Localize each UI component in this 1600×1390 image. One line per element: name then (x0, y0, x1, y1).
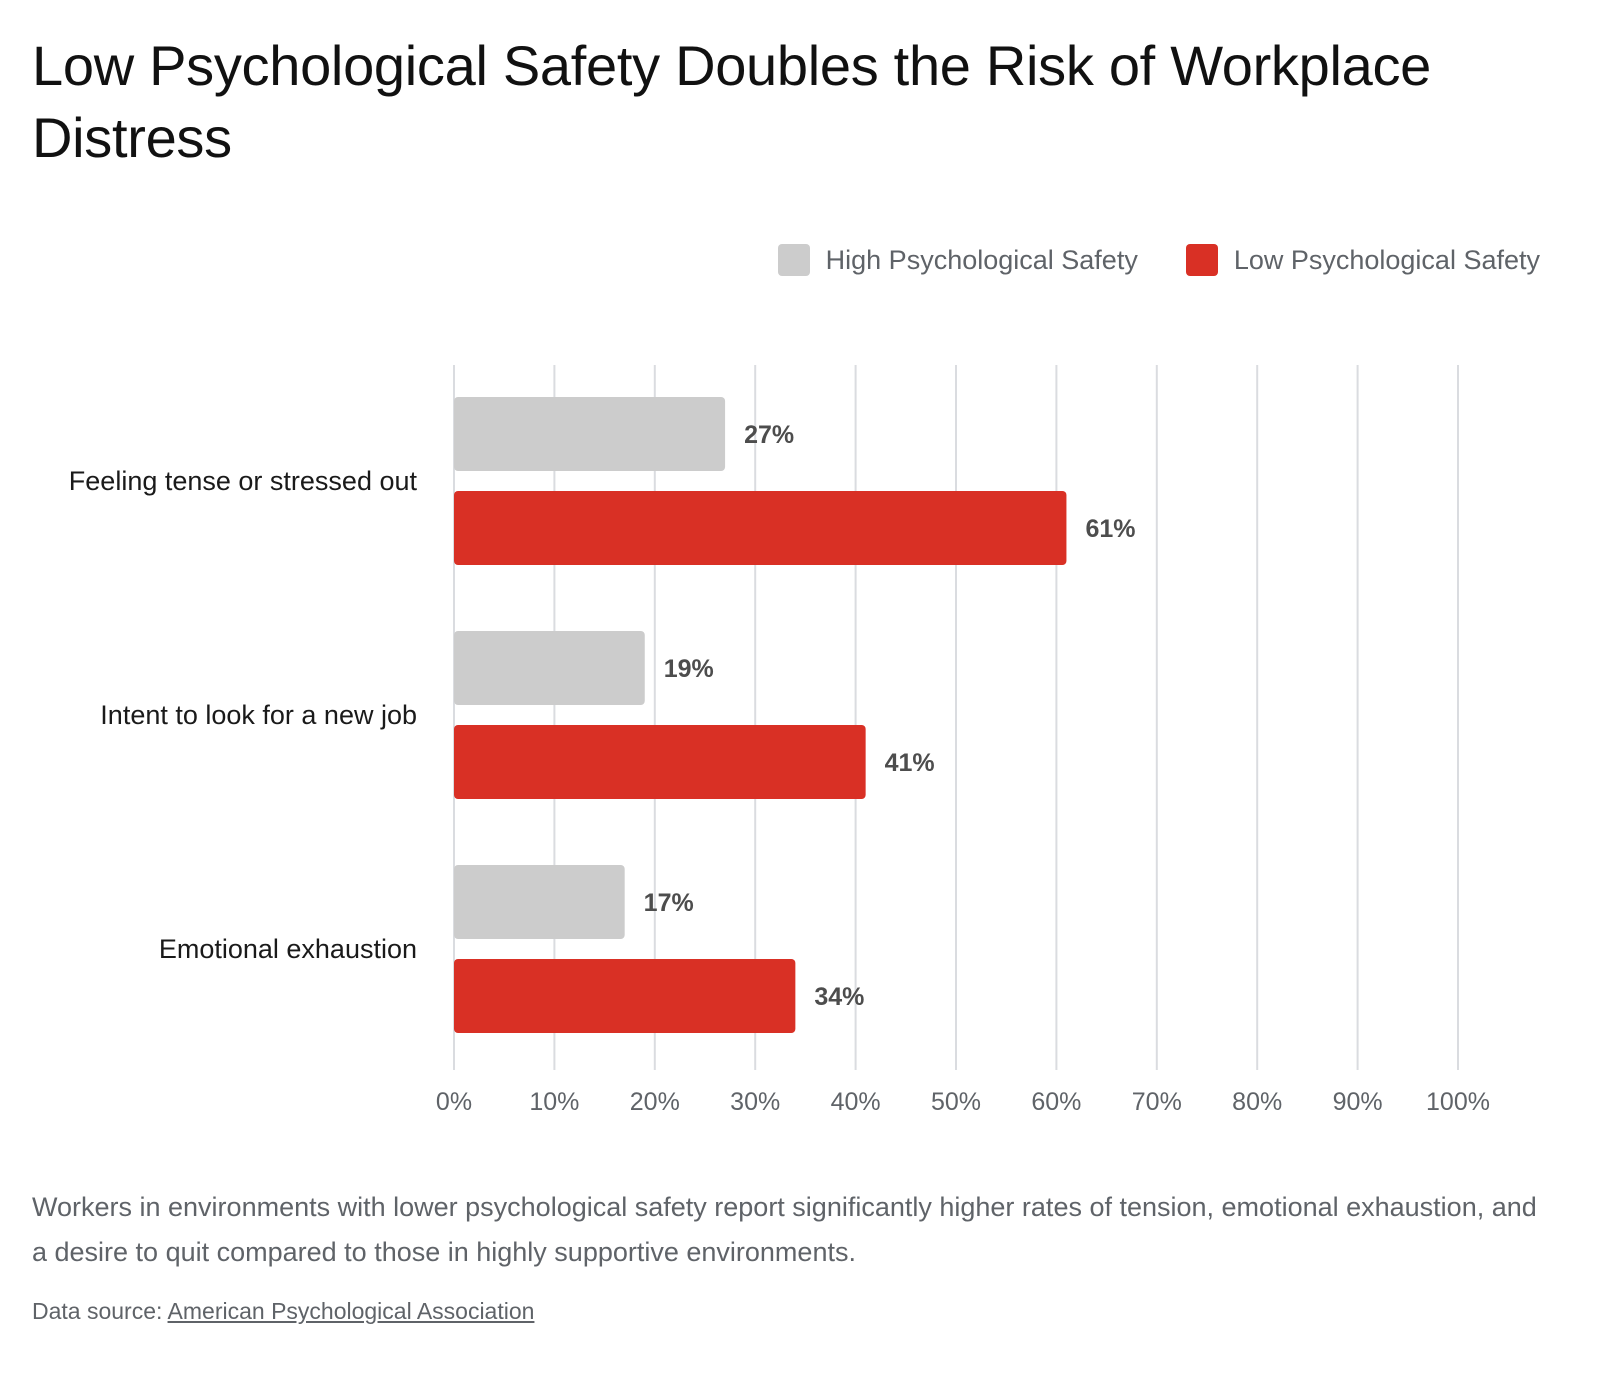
data-label: 61% (1085, 515, 1135, 543)
bar-low-safety (454, 725, 866, 799)
bar-chart: 0% 10% 20% 30% 40% 50% 60% 70% 80% 90% 100% Feeling… (69, 365, 1490, 1116)
data-label: 34% (814, 983, 864, 1011)
data-label: 17% (644, 889, 694, 917)
chart-caption: Workers in environments with lower psych… (32, 1192, 1537, 1267)
legend-item-low[interactable]: Low Psychological Safety (1185, 244, 1540, 276)
legend-item-high[interactable]: High Psychological Safety (777, 244, 1138, 276)
bar-low-safety (454, 491, 1067, 565)
data-source-prefix: Data source: (32, 1298, 168, 1324)
bar-low-safety (454, 959, 796, 1033)
x-tick-label: 40% (831, 1088, 881, 1116)
legend-label-high: High Psychological Safety (825, 244, 1138, 275)
x-tick-label: 70% (1132, 1088, 1182, 1116)
x-tick-label: 10% (529, 1088, 579, 1116)
legend: High Psychological Safety Low Psychologi… (777, 244, 1540, 276)
legend-swatch-high (777, 244, 810, 276)
bar-high-safety (454, 397, 726, 471)
data-label: 19% (664, 655, 714, 683)
category-label: Intent to look for a new job (100, 700, 417, 730)
bar-high-safety (454, 631, 645, 705)
chart-title: Low Psychological Safety Doubles the Ris… (32, 34, 1432, 169)
data-label: 27% (744, 421, 794, 449)
x-tick-label: 80% (1232, 1088, 1282, 1116)
data-source-link[interactable]: American Psychological Association (167, 1298, 535, 1324)
category-label: Feeling tense or stressed out (69, 466, 418, 496)
x-tick-label: 50% (931, 1088, 981, 1116)
bar-high-safety (454, 865, 625, 939)
x-tick-label: 20% (630, 1088, 680, 1116)
category-label: Emotional exhaustion (159, 934, 417, 964)
x-tick-label: 0% (436, 1088, 472, 1116)
legend-swatch-low (1185, 244, 1218, 276)
legend-label-low: Low Psychological Safety (1233, 244, 1540, 275)
data-label: 41% (885, 749, 935, 777)
x-tick-label: 30% (730, 1088, 780, 1116)
x-tick-label: 90% (1333, 1088, 1383, 1116)
x-tick-label: 60% (1031, 1088, 1081, 1116)
data-source: Data source: American Psychological Asso… (32, 1298, 534, 1325)
x-tick-label: 100% (1426, 1088, 1490, 1116)
